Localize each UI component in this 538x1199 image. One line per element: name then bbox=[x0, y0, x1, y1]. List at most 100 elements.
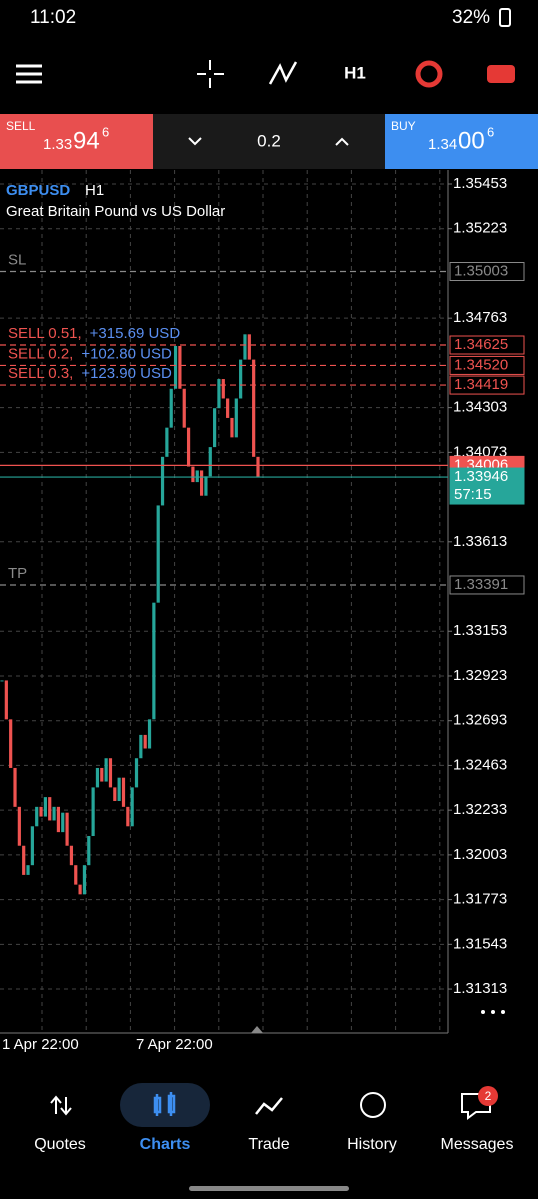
candle bbox=[199, 470, 204, 496]
y-tick-label: 1.32693 bbox=[453, 712, 507, 729]
candle bbox=[165, 427, 169, 457]
y-tick-label: 1.35453 bbox=[453, 175, 507, 192]
candle bbox=[48, 797, 52, 821]
candle bbox=[74, 865, 78, 885]
x-tick-label: 7 Apr 22:00 bbox=[136, 1036, 213, 1053]
candle bbox=[230, 417, 234, 438]
candle bbox=[139, 734, 143, 759]
candle bbox=[61, 812, 65, 833]
candle bbox=[56, 806, 61, 833]
badge-count: 2 bbox=[485, 1089, 492, 1103]
order-label: SELL 0.3, bbox=[8, 365, 73, 382]
candle bbox=[160, 456, 165, 506]
candle bbox=[243, 334, 247, 360]
volume-up[interactable] bbox=[335, 137, 349, 146]
candle bbox=[186, 427, 191, 467]
price-tag-label: 1.34520 bbox=[454, 356, 508, 373]
buy-button[interactable] bbox=[385, 114, 538, 169]
price-tag bbox=[449, 375, 525, 395]
sell-button[interactable] bbox=[0, 114, 153, 169]
trade-button[interactable] bbox=[487, 65, 515, 83]
candle bbox=[100, 767, 104, 782]
candle bbox=[147, 719, 152, 749]
candle bbox=[173, 345, 178, 389]
candle bbox=[108, 758, 113, 788]
nav-active-pill bbox=[120, 1083, 210, 1127]
more-button[interactable] bbox=[481, 1010, 505, 1014]
candle bbox=[104, 758, 108, 782]
price-tag bbox=[449, 335, 525, 355]
candle bbox=[217, 379, 221, 409]
candle bbox=[130, 787, 134, 827]
candle bbox=[26, 865, 30, 875]
candle bbox=[195, 470, 199, 483]
candle bbox=[208, 447, 212, 477]
y-tick-label: 1.32463 bbox=[453, 756, 507, 773]
battery-level: 32% bbox=[452, 7, 490, 28]
timeframe-button[interactable]: H1 bbox=[344, 63, 366, 82]
candle bbox=[221, 379, 225, 399]
nav-label[interactable]: Trade bbox=[248, 1136, 289, 1153]
candle bbox=[91, 787, 95, 837]
nav-label[interactable]: Charts bbox=[140, 1136, 191, 1153]
candle bbox=[226, 398, 230, 418]
candle bbox=[213, 408, 217, 448]
nav-label[interactable]: History bbox=[347, 1136, 397, 1153]
bar-timer: 57:15 bbox=[454, 486, 492, 503]
price-tag bbox=[449, 262, 525, 282]
candle bbox=[113, 787, 117, 802]
order-profit: +315.69 USD bbox=[90, 325, 181, 342]
candle bbox=[152, 602, 156, 720]
buy-price-big: 00 bbox=[458, 127, 485, 154]
candle bbox=[78, 884, 82, 895]
crosshair-button[interactable] bbox=[197, 60, 224, 88]
symbol[interactable]: GBPUSD bbox=[6, 182, 70, 199]
candle bbox=[95, 767, 100, 788]
nav-label[interactable]: Messages bbox=[441, 1136, 514, 1153]
y-tick-label: 1.32003 bbox=[453, 846, 507, 863]
price-tag bbox=[449, 467, 525, 505]
volume-down[interactable] bbox=[188, 137, 202, 146]
nav-label[interactable]: Quotes bbox=[34, 1136, 86, 1153]
candle bbox=[43, 797, 47, 817]
y-tick-label: 1.33613 bbox=[453, 533, 507, 550]
candle bbox=[182, 388, 186, 428]
trade-icon bbox=[255, 1097, 283, 1115]
menu-button[interactable] bbox=[16, 64, 42, 84]
messages-badge bbox=[478, 1086, 498, 1106]
candle bbox=[52, 806, 56, 821]
sell-label: SELL bbox=[6, 119, 36, 133]
candle bbox=[134, 758, 139, 788]
y-tick-label: 1.32923 bbox=[453, 667, 507, 684]
candle bbox=[121, 777, 126, 807]
y-tick-label: 1.35223 bbox=[453, 220, 507, 237]
clock: 11:02 bbox=[30, 7, 76, 28]
indicators-button[interactable] bbox=[268, 61, 298, 85]
price-tag-label: 1.34419 bbox=[454, 376, 508, 393]
home-indicator bbox=[189, 1186, 349, 1191]
candle bbox=[65, 812, 69, 846]
candle bbox=[191, 466, 195, 483]
level-name: TP bbox=[8, 565, 27, 582]
candle bbox=[156, 505, 160, 603]
candle bbox=[87, 836, 91, 866]
buy-price-main: 1.34 bbox=[428, 136, 457, 153]
volume[interactable]: 0.2 bbox=[257, 131, 281, 150]
y-tick-label: 1.34763 bbox=[453, 309, 507, 326]
x-tick-label: 1 Apr 22:00 bbox=[2, 1036, 79, 1053]
candle bbox=[82, 865, 87, 895]
candle bbox=[239, 359, 243, 399]
y-tick-label: 1.31773 bbox=[453, 891, 507, 908]
objects-button[interactable] bbox=[415, 60, 443, 88]
y-tick-label: 1.33153 bbox=[453, 622, 507, 639]
buy-label: BUY bbox=[391, 119, 416, 133]
chart-timeframe: H1 bbox=[85, 182, 104, 199]
candle bbox=[35, 806, 39, 827]
candle bbox=[4, 680, 8, 720]
battery-icon bbox=[499, 8, 511, 27]
candle bbox=[252, 359, 256, 457]
candle bbox=[0, 680, 4, 682]
symbol-description: Great Britain Pound vs US Dollar bbox=[6, 203, 225, 220]
